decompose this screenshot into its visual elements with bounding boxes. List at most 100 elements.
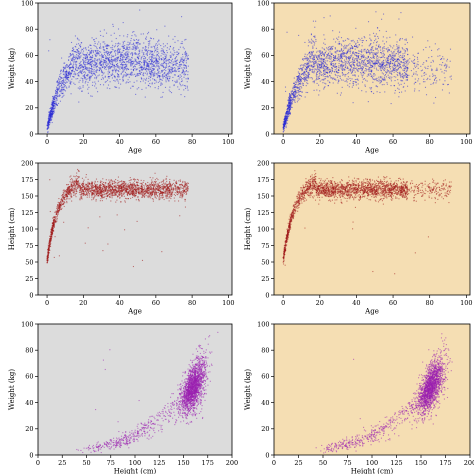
- scatter-point: [344, 59, 346, 61]
- scatter-point: [336, 49, 338, 51]
- scatter-point: [354, 67, 357, 69]
- scatter-point: [81, 189, 83, 191]
- scatter-point: [108, 77, 110, 79]
- scatter-point: [124, 58, 126, 60]
- scatter-point: [85, 79, 87, 81]
- scatter-point: [351, 70, 353, 72]
- scatter-point: [136, 42, 138, 44]
- scatter-point: [167, 77, 169, 79]
- scatter-point: [98, 74, 100, 76]
- scatter-point: [78, 57, 80, 59]
- scatter-point: [144, 57, 147, 59]
- scatter-point: [361, 41, 363, 43]
- scatter-point: [290, 94, 292, 96]
- scatter-point: [166, 73, 168, 75]
- scatter-point: [377, 61, 380, 63]
- scatter-point: [172, 48, 174, 50]
- scatter-point: [385, 48, 387, 50]
- scatter-point: [288, 99, 290, 101]
- scatter-point: [379, 46, 382, 48]
- scatter-point: [152, 181, 154, 183]
- scatter-point: [85, 68, 87, 70]
- scatter-point: [304, 80, 306, 82]
- scatter-point: [170, 66, 172, 68]
- scatter-point: [177, 52, 180, 54]
- scatter-point: [95, 62, 97, 64]
- scatter-point: [310, 57, 312, 59]
- scatter-point: [351, 67, 353, 69]
- scatter-point: [153, 65, 155, 67]
- scatter-point: [330, 58, 332, 60]
- scatter-point: [151, 73, 153, 75]
- scatter-point: [141, 68, 143, 70]
- scatter-point: [103, 49, 105, 52]
- scatter-point: [127, 55, 129, 57]
- scatter-point: [90, 61, 92, 63]
- scatter-point: [100, 68, 102, 70]
- x-tick-label: 0: [281, 138, 285, 146]
- scatter-point: [69, 63, 72, 65]
- scatter-point: [400, 83, 402, 85]
- scatter-point: [94, 73, 96, 75]
- scatter-point: [329, 74, 331, 77]
- scatter-point: [146, 59, 148, 61]
- scatter-point: [130, 193, 132, 195]
- scatter-point: [109, 52, 111, 54]
- scatter-point: [340, 53, 342, 55]
- scatter-point: [49, 110, 51, 113]
- scatter-point: [325, 83, 327, 85]
- scatter-point: [95, 63, 97, 65]
- scatter-point: [185, 65, 187, 67]
- scatter-point: [148, 61, 151, 63]
- scatter-point: [132, 61, 134, 63]
- scatter-point: [125, 74, 127, 76]
- scatter-point: [136, 75, 138, 77]
- scatter-point: [295, 92, 297, 94]
- scatter-point: [47, 126, 49, 128]
- scatter-point: [294, 99, 296, 101]
- scatter-point: [431, 56, 433, 58]
- scatter-point: [88, 62, 90, 65]
- scatter-point: [372, 53, 374, 55]
- scatter-point: [97, 80, 99, 82]
- scatter-point: [297, 91, 299, 94]
- scatter-point: [386, 57, 388, 59]
- scatter-point: [295, 83, 297, 85]
- scatter-point: [312, 20, 314, 22]
- scatter-point: [450, 75, 452, 77]
- scatter-point: [299, 72, 301, 75]
- scatter-point: [128, 191, 130, 193]
- scatter-point: [372, 54, 374, 57]
- scatter-point: [113, 60, 115, 62]
- scatter-point: [73, 50, 75, 53]
- scatter-point: [286, 121, 288, 123]
- scatter-point: [382, 36, 384, 38]
- scatter-point: [76, 57, 78, 59]
- scatter-point: [359, 63, 361, 65]
- scatter-point: [165, 70, 167, 72]
- scatter-point: [298, 78, 300, 80]
- scatter-point: [122, 54, 124, 56]
- scatter-point: [81, 65, 83, 68]
- scatter-point: [125, 75, 127, 77]
- scatter-point: [414, 78, 416, 80]
- scatter-point: [337, 80, 340, 83]
- scatter-point: [296, 79, 298, 81]
- scatter-point: [182, 53, 184, 55]
- scatter-point: [353, 59, 355, 61]
- scatter-point: [63, 202, 65, 204]
- scatter-point: [373, 52, 375, 54]
- scatter-point: [108, 69, 110, 71]
- scatter-point: [353, 64, 356, 66]
- scatter-point: [286, 112, 288, 114]
- scatter-point: [312, 58, 314, 60]
- scatter-point: [107, 58, 109, 60]
- scatter-point: [383, 69, 385, 71]
- scatter-point: [373, 64, 375, 66]
- scatter-point: [316, 82, 318, 84]
- scatter-point: [102, 48, 104, 50]
- scatter-point: [314, 37, 316, 39]
- scatter-point: [56, 81, 59, 83]
- scatter-point: [156, 54, 159, 56]
- scatter-point: [287, 108, 289, 110]
